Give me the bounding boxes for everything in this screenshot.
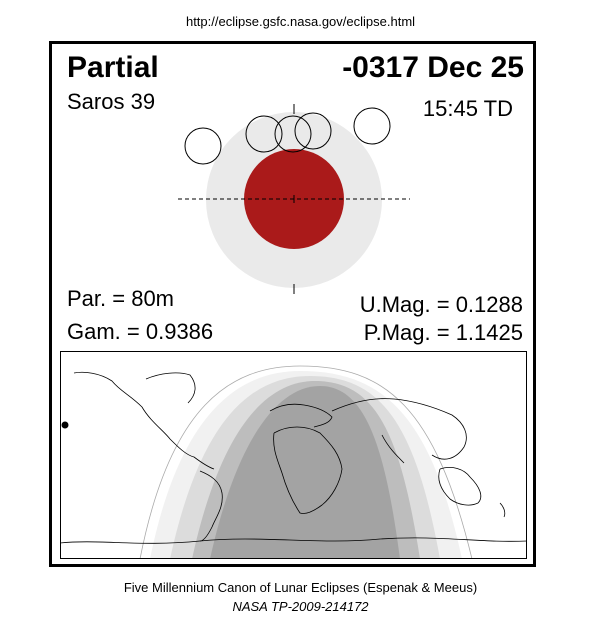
eclipse-type: Partial (67, 51, 159, 84)
penumbral-magnitude: P.Mag. = 1.1425 (363, 320, 523, 345)
source-url: http://eclipse.gsfc.nasa.gov/eclipse.htm… (185, 14, 416, 29)
visibility-world-map (60, 351, 527, 559)
credit-line: Five Millennium Canon of Lunar Eclipses … (123, 580, 478, 595)
umbral-magnitude: U.Mag. = 0.1288 (359, 292, 523, 317)
eclipse-geometry-diagram (178, 104, 410, 294)
moon-subpoint-marker (61, 421, 69, 429)
partial-duration: Par. = 80m (67, 286, 175, 311)
saros-number: Saros 39 (67, 89, 156, 114)
moon-position-p4 (353, 107, 391, 145)
moon-position-mid (274, 115, 312, 153)
moon-position-p1 (184, 127, 222, 165)
coastlines (60, 371, 527, 544)
gamma-value: Gam. = 0.9386 (67, 319, 214, 344)
moon-position-u1 (245, 115, 283, 153)
eclipse-date: -0317 Dec 25 (342, 51, 524, 84)
greatest-eclipse-time: 15:45 TD (422, 96, 513, 121)
eclipse-panel-frame (49, 41, 536, 567)
moon-position-u4 (294, 112, 332, 150)
publication-line: NASA TP-2009-214172 (232, 599, 369, 614)
full-visibility-zone (210, 386, 400, 559)
